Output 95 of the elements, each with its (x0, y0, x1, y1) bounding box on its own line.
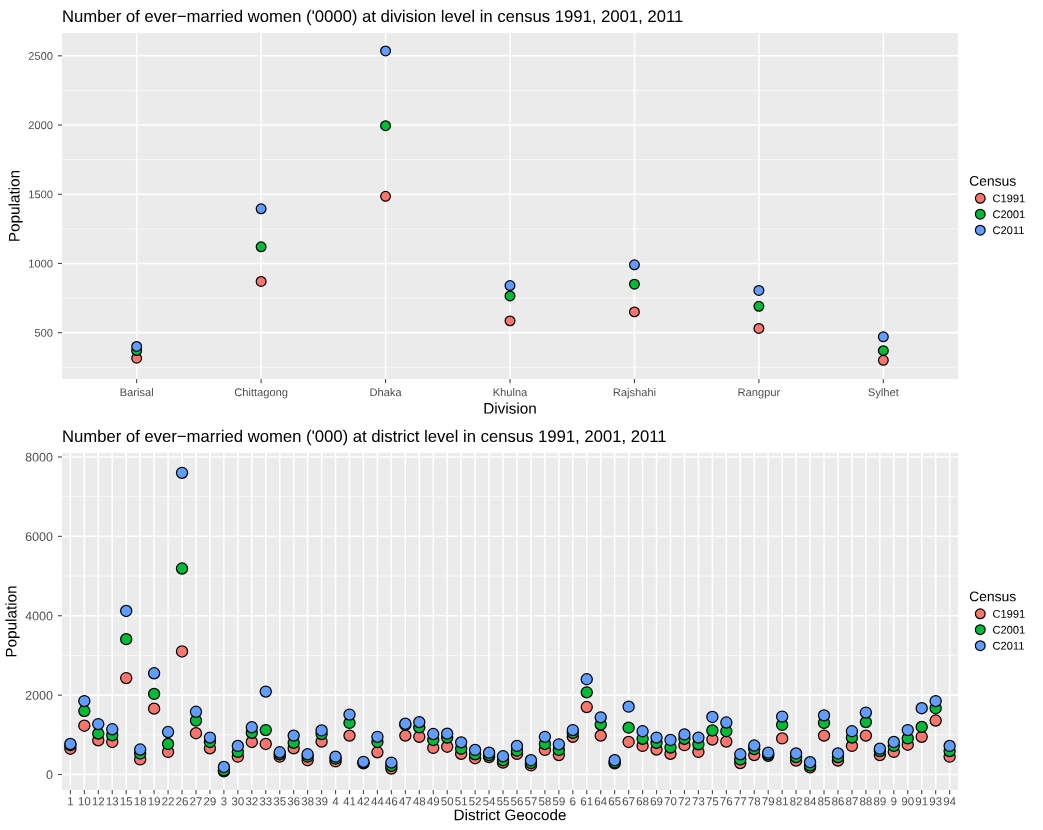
x-tick-label: 9 (891, 797, 897, 806)
x-tick-label: Chittagong (234, 388, 288, 399)
x-tick-label: 87 (846, 797, 858, 806)
x-tick-label: 15 (120, 797, 133, 806)
x-tick-label: Rangpur (738, 388, 781, 399)
legend-label: C1991 (993, 609, 1025, 618)
y-tick-label: 0 (46, 770, 53, 780)
y-axis-title: Population (5, 586, 20, 657)
x-tick-label: 50 (441, 797, 454, 806)
x-tick-label: 19 (148, 797, 160, 806)
x-tick-label: 6 (570, 797, 576, 806)
y-tick-label: 4000 (25, 611, 53, 621)
y-tick-label: 2000 (25, 690, 53, 700)
x-tick-label: 78 (748, 797, 761, 806)
x-tick-label: 10 (78, 797, 91, 806)
x-tick-label: Rajshahi (613, 388, 656, 399)
x-tick-label: 26 (176, 797, 188, 806)
x-tick-label: 1 (68, 797, 74, 806)
x-tick-label: 58 (538, 797, 551, 806)
x-tick-label: 70 (664, 797, 677, 806)
legend-label: C1991 (993, 194, 1025, 203)
x-tick-label: 13 (106, 797, 119, 806)
x-axis-title: Division (484, 402, 536, 414)
x-tick-label: 67 (622, 797, 635, 806)
x-tick-label: 36 (287, 797, 300, 806)
x-tick-label: 38 (301, 797, 314, 806)
x-tick-label: 73 (692, 797, 705, 806)
x-tick-label: 42 (357, 797, 370, 806)
y-tick-label: 2000 (28, 121, 53, 130)
x-tick-label: 47 (399, 797, 412, 806)
x-tick-label: 86 (832, 797, 844, 806)
x-tick-label: 52 (469, 797, 481, 806)
y-tick-label: 8000 (25, 452, 53, 462)
x-tick-label: 29 (204, 797, 216, 806)
x-tick-label: Sylhet (868, 388, 899, 399)
x-tick-label: Khulna (493, 388, 528, 397)
x-tick-label: 55 (497, 797, 509, 806)
x-tick-label: 46 (385, 797, 398, 806)
x-tick-label: 89 (873, 797, 886, 806)
legend-title: Census (969, 591, 1016, 602)
x-tick-label: 3 (221, 797, 227, 806)
x-tick-label: 68 (636, 797, 649, 806)
chart-title: Number of ever−married women ('0000) at division level in census 1991, 2001, 2011 (63, 9, 683, 26)
x-tick-label: 49 (427, 797, 440, 806)
x-tick-label: 39 (315, 797, 328, 806)
x-tick-label: 93 (929, 797, 942, 806)
chart-title: Number of ever−married women ('000) at district level in census 1991, 2001, 2011 (63, 429, 666, 446)
x-tick-label: 85 (818, 797, 830, 806)
y-tick-label: 1000 (29, 259, 53, 268)
x-tick-label: 22 (162, 797, 174, 806)
x-tick-label: 33 (259, 797, 272, 806)
x-tick-label: 59 (552, 797, 565, 806)
x-tick-label: 84 (804, 797, 817, 806)
x-tick-label: 88 (859, 797, 872, 806)
x-tick-label: Dhaka (370, 388, 402, 397)
x-tick-label: 51 (455, 797, 467, 806)
legend-label: C2011 (993, 641, 1024, 650)
x-tick-label: 18 (134, 797, 147, 806)
y-tick-label: 2500 (28, 52, 53, 60)
x-tick-label: 90 (901, 797, 914, 806)
x-tick-label: 82 (790, 797, 802, 806)
x-axis-title: District Geocode (454, 809, 566, 821)
y-tick-label: 6000 (25, 532, 53, 542)
x-tick-label: 64 (594, 797, 607, 806)
y-tick-label: 500 (34, 328, 53, 337)
x-tick-label: 27 (190, 797, 202, 806)
x-tick-label: 76 (720, 797, 733, 806)
legend-label: C2011 (993, 226, 1024, 235)
x-tick-label: 30 (231, 797, 244, 806)
y-axis-title: Population (8, 170, 23, 241)
x-tick-label: 77 (734, 797, 747, 806)
x-tick-label: 81 (776, 797, 788, 806)
x-tick-label: 57 (524, 797, 537, 806)
y-tick-label: 1500 (29, 190, 53, 199)
x-tick-label: 72 (678, 797, 691, 806)
x-tick-label: 32 (245, 797, 258, 806)
legend-label: C2001 (993, 625, 1025, 634)
x-tick-label: 48 (413, 797, 426, 806)
x-tick-label: 75 (706, 797, 719, 806)
x-tick-label: 65 (608, 797, 621, 806)
x-tick-label: 61 (580, 797, 593, 806)
x-tick-label: 94 (943, 797, 956, 806)
x-tick-label: 35 (273, 797, 286, 806)
legend-label: C2001 (993, 210, 1025, 219)
x-tick-label: 79 (762, 797, 775, 806)
x-tick-label: 12 (92, 797, 105, 806)
x-tick-label: Barisal (120, 388, 153, 397)
x-tick-label: 69 (650, 797, 663, 806)
x-tick-label: 91 (915, 797, 928, 806)
legend-title: Census (969, 176, 1016, 186)
x-tick-label: 41 (343, 797, 356, 806)
x-tick-label: 56 (511, 797, 523, 806)
x-tick-label: 4 (332, 797, 339, 806)
x-tick-label: 44 (371, 797, 384, 806)
x-tick-label: 54 (483, 797, 496, 806)
